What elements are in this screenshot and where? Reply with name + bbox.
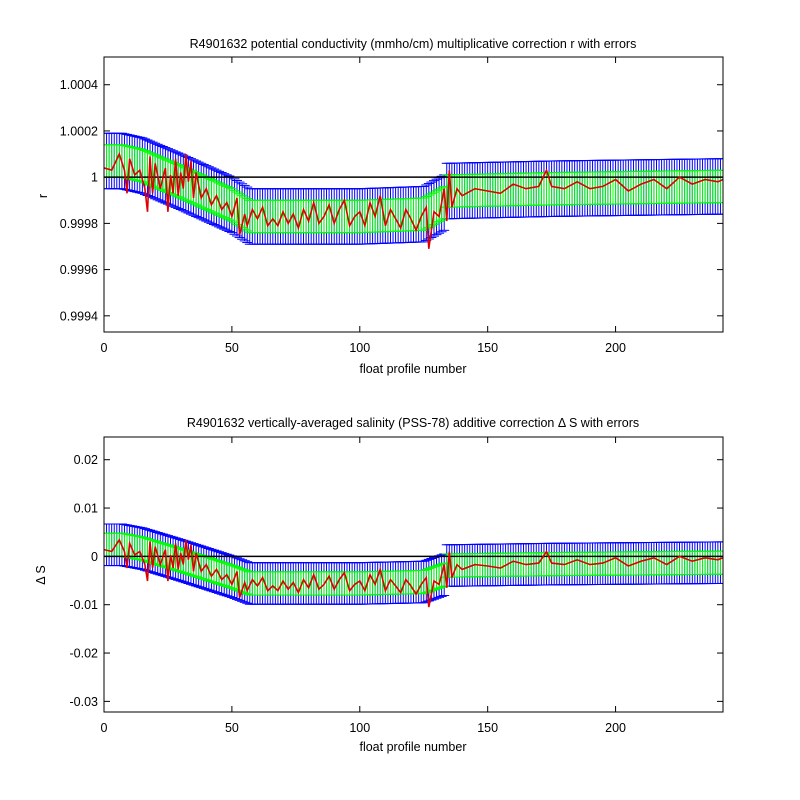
x-tick-label: 200 bbox=[605, 341, 626, 355]
y-tick-label: 0.9994 bbox=[60, 309, 98, 323]
y-tick-label: 0.02 bbox=[74, 453, 98, 467]
estimate-line bbox=[104, 151, 723, 249]
axes-frame bbox=[103, 436, 724, 713]
chart-title: R4901632 vertically-averaged salinity (P… bbox=[187, 416, 639, 430]
y-tick-label: 0.9998 bbox=[60, 217, 98, 231]
y-tick-label: -0.01 bbox=[70, 598, 99, 612]
y-tick-label: 0.9996 bbox=[60, 263, 98, 277]
y-tick-label: 0 bbox=[91, 550, 98, 564]
x-tick-label: 150 bbox=[477, 721, 498, 735]
y-tick-label: 1 bbox=[91, 171, 98, 185]
x-tick-label: 100 bbox=[349, 341, 370, 355]
data-layer bbox=[104, 523, 723, 608]
x-tick-label: 50 bbox=[225, 721, 239, 735]
x-tick-label: 0 bbox=[101, 341, 108, 355]
y-tick-label: 0.01 bbox=[74, 502, 98, 516]
x-tick-label: 100 bbox=[349, 721, 370, 735]
estimate-line bbox=[104, 538, 723, 608]
y-axis-label: Δ S bbox=[34, 565, 48, 584]
plot-area: 0 50 100 150 200 -0.03 -0.02 -0.01 0 0.01 0.02 bbox=[70, 436, 724, 735]
y-tick-label: 1.0002 bbox=[60, 124, 98, 138]
data-layer bbox=[104, 132, 723, 249]
chart-salinity-correction: R4901632 vertically-averaged salinity (P… bbox=[34, 416, 724, 754]
chart-conductivity-correction: R4901632 potential conductivity (mmho/cm… bbox=[36, 37, 724, 376]
chart-title: R4901632 potential conductivity (mmho/cm… bbox=[190, 37, 637, 51]
x-tick-label: 150 bbox=[477, 341, 498, 355]
x-axis-label: float profile number bbox=[359, 740, 466, 754]
y-axis-label: r bbox=[36, 194, 50, 198]
x-axis-label: float profile number bbox=[359, 362, 466, 376]
plot-area: 0 50 100 150 200 0.9994 0.9996 0.9998 1 1.0002 1.0… bbox=[60, 56, 724, 355]
y-tick-label: -0.03 bbox=[70, 695, 99, 709]
y-tick-label: -0.02 bbox=[70, 647, 99, 661]
x-tick-label: 200 bbox=[605, 721, 626, 735]
x-tick-label: 0 bbox=[101, 721, 108, 735]
y-tick-label: 1.0004 bbox=[60, 78, 98, 92]
axes-frame bbox=[103, 56, 724, 333]
x-tick-label: 50 bbox=[225, 341, 239, 355]
